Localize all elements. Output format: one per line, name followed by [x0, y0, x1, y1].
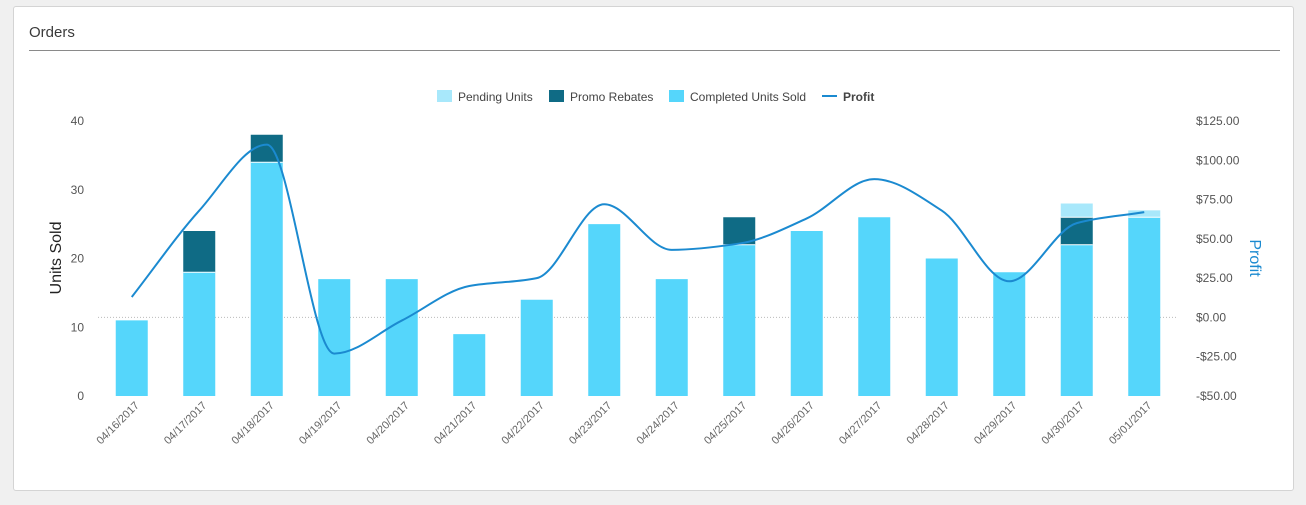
x-tick-label: 04/16/2017 — [94, 400, 141, 447]
completed-units-bar[interactable] — [925, 258, 958, 397]
legend-item[interactable]: Profit — [822, 90, 874, 104]
legend-label: Profit — [843, 90, 874, 104]
y2-axis-title: Profit — [1246, 239, 1263, 277]
completed-units-bar[interactable] — [655, 279, 688, 396]
y-tick-label: 40 — [71, 114, 85, 128]
x-tick-label: 04/27/2017 — [837, 400, 884, 447]
completed-units-bar[interactable] — [520, 299, 553, 396]
y-axis-title: Units Sold — [48, 222, 65, 295]
legend-label: Completed Units Sold — [690, 90, 806, 104]
completed-units-bar[interactable] — [1128, 217, 1161, 396]
pending-units-bar[interactable] — [1060, 203, 1093, 218]
completed-units-bar[interactable] — [250, 162, 283, 396]
x-tick-label: 04/29/2017 — [972, 400, 1019, 447]
completed-units-bar[interactable] — [183, 272, 216, 396]
x-tick-label: 04/22/2017 — [499, 400, 546, 447]
completed-units-bar[interactable] — [993, 272, 1026, 396]
x-tick-label: 04/26/2017 — [769, 400, 816, 447]
x-tick-label: 04/18/2017 — [229, 400, 276, 447]
x-tick-label: 04/28/2017 — [904, 400, 951, 447]
x-tick-label: 04/19/2017 — [297, 400, 344, 447]
completed-units-bar[interactable] — [588, 224, 621, 396]
y-tick-label: 0 — [77, 389, 84, 403]
y2-tick-label: $100.00 — [1196, 153, 1240, 167]
x-tick-label: 04/20/2017 — [364, 400, 411, 447]
x-tick-label: 04/24/2017 — [634, 400, 681, 447]
legend-item[interactable]: Pending Units — [437, 90, 533, 104]
x-tick-label: 04/25/2017 — [702, 400, 749, 447]
completed-units-bar[interactable] — [453, 334, 486, 396]
completed-units-bar[interactable] — [790, 231, 823, 396]
legend-swatch — [669, 90, 684, 102]
promo-rebates-bar[interactable] — [183, 231, 216, 273]
legend-label: Pending Units — [458, 90, 533, 104]
legend-swatch — [549, 90, 564, 102]
pending-units-bar[interactable] — [1128, 210, 1161, 218]
profit-line[interactable] — [130, 143, 1145, 355]
y2-tick-label: $0.00 — [1196, 310, 1226, 324]
y-tick-label: 20 — [71, 252, 85, 266]
y2-tick-label: -$50.00 — [1196, 389, 1237, 403]
card-title: Orders — [29, 24, 75, 41]
title-divider — [29, 50, 1280, 51]
y-tick-label: 10 — [71, 320, 85, 334]
y2-tick-label: $75.00 — [1196, 193, 1233, 207]
y2-tick-label: $50.00 — [1196, 232, 1233, 246]
x-tick-label: 04/30/2017 — [1039, 400, 1086, 447]
legend-label: Promo Rebates — [570, 90, 653, 104]
x-tick-label: 04/21/2017 — [432, 400, 479, 447]
x-tick-label: 05/01/2017 — [1107, 400, 1154, 447]
x-tick-label: 04/23/2017 — [567, 400, 614, 447]
completed-units-bar[interactable] — [1060, 244, 1093, 396]
y2-tick-label: $125.00 — [1196, 114, 1240, 128]
completed-units-bar[interactable] — [723, 244, 756, 396]
y2-tick-label: $25.00 — [1196, 271, 1233, 285]
y-tick-label: 30 — [71, 183, 85, 197]
completed-units-bar[interactable] — [858, 217, 891, 396]
x-tick-label: 04/17/2017 — [162, 400, 209, 447]
y2-tick-label: -$25.00 — [1196, 350, 1237, 364]
promo-rebates-bar[interactable] — [1060, 217, 1093, 245]
legend-item[interactable]: Promo Rebates — [549, 90, 653, 104]
legend-swatch — [437, 90, 452, 102]
promo-rebates-bar[interactable] — [723, 217, 756, 245]
completed-units-bar[interactable] — [115, 320, 148, 396]
legend-item[interactable]: Completed Units Sold — [669, 90, 806, 104]
completed-units-bar[interactable] — [385, 279, 418, 396]
